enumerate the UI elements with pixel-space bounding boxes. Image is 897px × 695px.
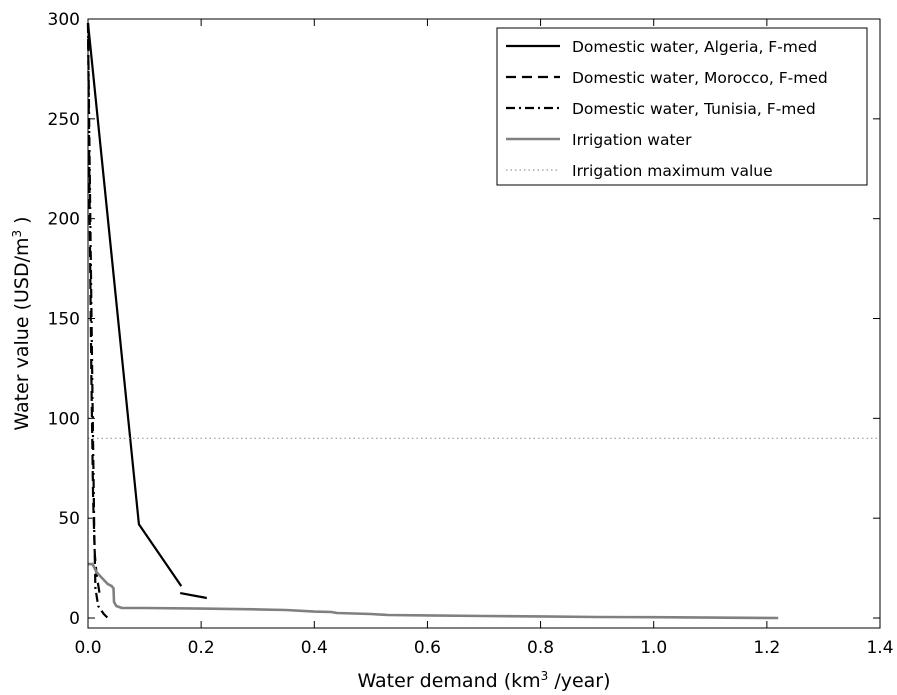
legend-label-4: Irrigation maximum value (572, 162, 773, 180)
series-line-0-seg-1 (180, 592, 207, 600)
legend-label-3: Irrigation water (572, 131, 692, 149)
series-line-0-seg-0 (86, 22, 183, 587)
x-tick-label: 1.2 (753, 638, 780, 658)
x-axis-label-tail: /year) (548, 670, 610, 692)
legend-label-0: Domestic water, Algeria, F-med (572, 38, 817, 56)
x-axis-label-sup: 3 (541, 669, 549, 683)
x-tick-label: 1.4 (866, 638, 893, 658)
y-tick-label: 300 (48, 10, 80, 30)
y-tick-label: 100 (48, 409, 80, 429)
y-axis-label-main: Water value (USD/m (11, 238, 33, 431)
y-tick-label: 150 (48, 310, 80, 330)
y-tick-label: 0 (69, 609, 80, 629)
legend-label-1: Domestic water, Morocco, F-med (572, 69, 828, 87)
legend: Domestic water, Algeria, F-med Domestic w… (496, 27, 868, 186)
x-tick-label: 0.4 (301, 638, 328, 658)
legend-box (496, 27, 868, 186)
x-tick-label: 0.8 (527, 638, 554, 658)
series-line-3-seg-0 (88, 562, 779, 620)
ticks-layer: 0.0 0.2 0.4 0.6 0.8 1.0 1.2 1.4 0 50 100 150 200 250 3… (48, 10, 894, 658)
y-axis-label-tail: ) (11, 216, 33, 229)
y-tick-label: 50 (58, 509, 80, 529)
x-tick-label: 0.2 (188, 638, 215, 658)
plot-frame (87, 18, 881, 629)
y-tick-label: 250 (48, 110, 80, 130)
legend-label-2: Domestic water, Tunisia, F-med (572, 100, 816, 118)
y-tick-label: 200 (48, 210, 80, 230)
x-axis-label-main: Water demand (km (357, 670, 540, 692)
x-tick-label: 0.0 (74, 638, 101, 658)
x-axis-label: Water demand (km3 /year) (357, 669, 610, 692)
series-line-1-seg-0 (86, 22, 102, 599)
y-axis-label: Water value (USD/m3 ) (10, 216, 33, 430)
y-axis-label-sup: 3 (10, 230, 24, 238)
series-layer (86, 22, 880, 620)
x-tick-label: 1.0 (640, 638, 667, 658)
x-tick-label: 0.6 (414, 638, 441, 658)
series-line-2-seg-0 (86, 22, 109, 619)
